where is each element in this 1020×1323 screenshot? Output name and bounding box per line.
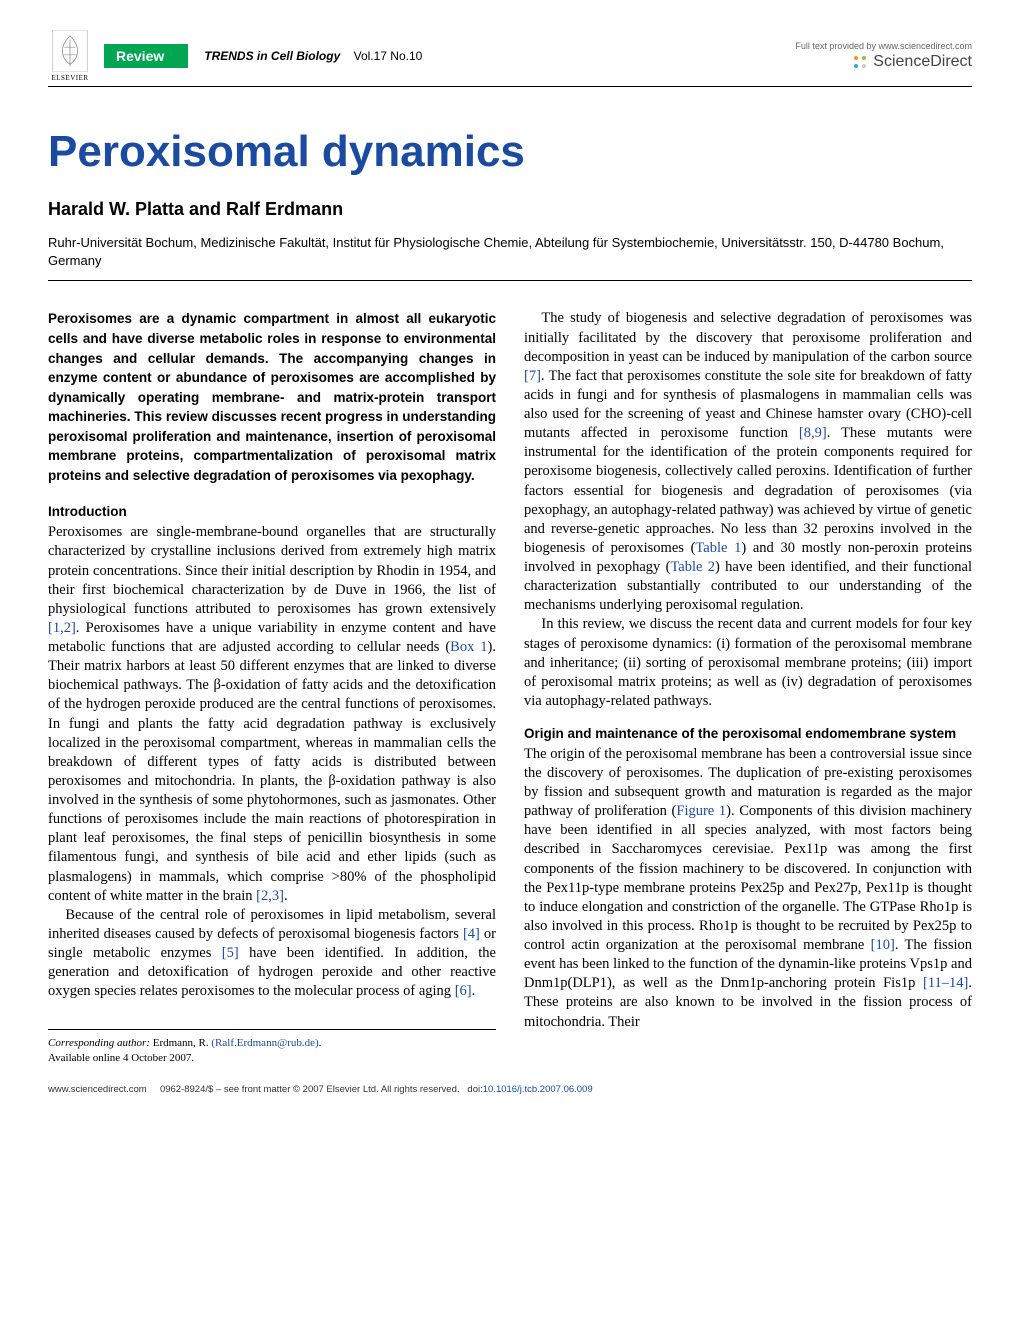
page: ELSEVIER Review TRENDS in Cell Biology V… <box>0 0 1020 1115</box>
text-run: . <box>284 888 288 904</box>
publisher-name: ELSEVIER <box>51 74 88 82</box>
text-run: Because of the central role of peroxisom… <box>48 907 496 942</box>
intro-heading: Introduction <box>48 503 496 521</box>
text-run: Peroxisomes are single-membrane-bound or… <box>48 524 496 617</box>
citation-link[interactable]: [11–14] <box>923 975 968 991</box>
text-run: . These mutants were instrumental for th… <box>524 425 972 556</box>
col2-paragraph-1: The study of biogenesis and selective de… <box>524 309 972 615</box>
table-link[interactable]: Table 2 <box>670 559 715 575</box>
publisher-logo: ELSEVIER <box>48 30 92 82</box>
page-footer: www.sciencedirect.com 0962-8924/$ – see … <box>48 1084 972 1095</box>
intro-section: Introduction Peroxisomes are single-memb… <box>48 503 496 1001</box>
sd-logo: ScienceDirect <box>795 53 972 71</box>
body-columns: Peroxisomes are a dynamic compartment in… <box>48 309 972 1066</box>
intro-paragraph-2: Because of the central role of peroxisom… <box>48 906 496 1002</box>
elsevier-tree-icon <box>52 30 88 72</box>
footer-site[interactable]: www.sciencedirect.com <box>48 1084 147 1095</box>
corresponding-email[interactable]: (Ralf.Erdmann@rub.de) <box>211 1037 318 1049</box>
corresponding-label: Corresponding author: <box>48 1037 150 1049</box>
text-run: In this review, we discuss the recent da… <box>524 616 972 709</box>
journal-info: TRENDS in Cell Biology Vol.17 No.10 <box>204 49 795 63</box>
title-rule <box>48 280 972 281</box>
text-run: . <box>472 983 476 999</box>
corresponding-line: Corresponding author: Erdmann, R. (Ralf.… <box>48 1036 496 1051</box>
citation-link[interactable]: [10] <box>871 937 895 953</box>
text-run: The study of biogenesis and selective de… <box>524 310 972 364</box>
corresponding-name: Erdmann, R. <box>153 1037 209 1049</box>
availability-line: Available online 4 October 2007. <box>48 1051 496 1066</box>
intro-paragraph-1: Peroxisomes are single-membrane-bound or… <box>48 523 496 906</box>
sd-brand: ScienceDirect <box>873 53 972 71</box>
corresponding-author-block: Corresponding author: Erdmann, R. (Ralf.… <box>48 1029 496 1066</box>
article-authors: Harald W. Platta and Ralf Erdmann <box>48 199 972 220</box>
article-affiliation: Ruhr-Universität Bochum, Medizinische Fa… <box>48 234 972 270</box>
section-gap <box>524 711 972 725</box>
text-run: . Peroxisomes have a unique variability … <box>48 620 496 655</box>
footer-doi[interactable]: 10.1016/j.tcb.2007.06.009 <box>483 1084 593 1095</box>
sciencedirect-box: Full text provided by www.sciencedirect.… <box>795 41 972 71</box>
review-badge: Review <box>104 44 188 68</box>
journal-issue: Vol.17 No.10 <box>354 49 423 63</box>
header-bar: ELSEVIER Review TRENDS in Cell Biology V… <box>48 30 972 87</box>
footer-copyright: 0962-8924/$ – see front matter © 2007 El… <box>160 1084 460 1095</box>
origin-section: Origin and maintenance of the peroxisoma… <box>524 725 972 1032</box>
citation-link[interactable]: [8,9] <box>799 425 827 441</box>
citation-link[interactable]: [2,3] <box>256 888 284 904</box>
origin-heading: Origin and maintenance of the peroxisoma… <box>524 725 972 743</box>
sd-tagline: Full text provided by www.sciencedirect.… <box>795 41 972 51</box>
citation-link[interactable]: [6] <box>455 983 472 999</box>
footer-doi-label: doi: <box>467 1084 482 1095</box>
citation-link[interactable]: [4] <box>463 926 480 942</box>
sciencedirect-icon <box>851 53 869 71</box>
citation-link[interactable]: [1,2] <box>48 620 76 636</box>
text-run: ). Their matrix harbors at least 50 diff… <box>48 639 496 904</box>
journal-title: TRENDS in Cell Biology <box>204 49 340 63</box>
citation-link[interactable]: [7] <box>524 368 541 384</box>
abstract: Peroxisomes are a dynamic compartment in… <box>48 309 496 485</box>
citation-link[interactable]: [5] <box>222 945 239 961</box>
figure-link[interactable]: Figure 1 <box>676 803 726 819</box>
box-link[interactable]: Box 1 <box>450 639 487 655</box>
col2-paragraph-2: In this review, we discuss the recent da… <box>524 615 972 711</box>
origin-paragraph-1: The origin of the peroxisomal membrane h… <box>524 745 972 1032</box>
text-run: ). Components of this division machinery… <box>524 803 972 953</box>
article-title: Peroxisomal dynamics <box>48 127 972 177</box>
table-link[interactable]: Table 1 <box>695 540 741 556</box>
